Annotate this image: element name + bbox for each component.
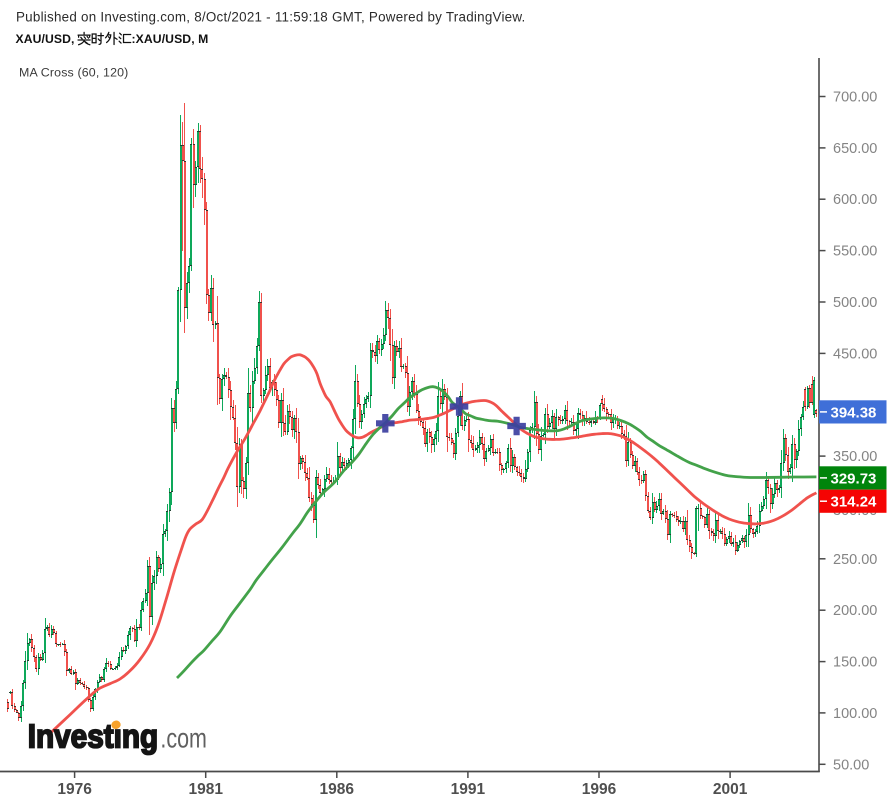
svg-text:2001: 2001 (713, 781, 748, 798)
svg-text:Investıng: Investıng (28, 718, 158, 755)
svg-text:Published on Investing.com, 8/: Published on Investing.com, 8/Oct/2021 -… (16, 10, 526, 25)
svg-text:XAU/USD,: XAU/USD, (16, 32, 75, 46)
svg-text:350.00: 350.00 (833, 449, 877, 465)
svg-text:650.00: 650.00 (833, 141, 877, 157)
svg-text:.com: .com (160, 724, 206, 754)
svg-text:1991: 1991 (451, 781, 486, 798)
svg-text:500.00: 500.00 (833, 295, 877, 311)
svg-text::XAU/USD, M: :XAU/USD, M (132, 32, 209, 46)
svg-text:394.38: 394.38 (831, 404, 877, 421)
svg-text:314.24: 314.24 (831, 494, 878, 511)
svg-text:50.00: 50.00 (833, 757, 869, 773)
svg-text:329.73: 329.73 (831, 470, 877, 487)
svg-text:150.00: 150.00 (833, 655, 877, 671)
svg-text:550.00: 550.00 (833, 244, 877, 260)
svg-text:100.00: 100.00 (833, 706, 877, 722)
svg-text:200.00: 200.00 (833, 603, 877, 619)
svg-text:250.00: 250.00 (833, 552, 877, 568)
svg-text:600.00: 600.00 (833, 192, 877, 208)
svg-text:1986: 1986 (320, 781, 355, 798)
svg-text:700.00: 700.00 (833, 90, 877, 106)
svg-text:1996: 1996 (582, 781, 617, 798)
svg-text:1981: 1981 (188, 781, 223, 798)
svg-text:MA Cross (60, 120): MA Cross (60, 120) (19, 66, 128, 80)
svg-text:450.00: 450.00 (833, 346, 877, 362)
svg-text:1976: 1976 (57, 781, 92, 798)
